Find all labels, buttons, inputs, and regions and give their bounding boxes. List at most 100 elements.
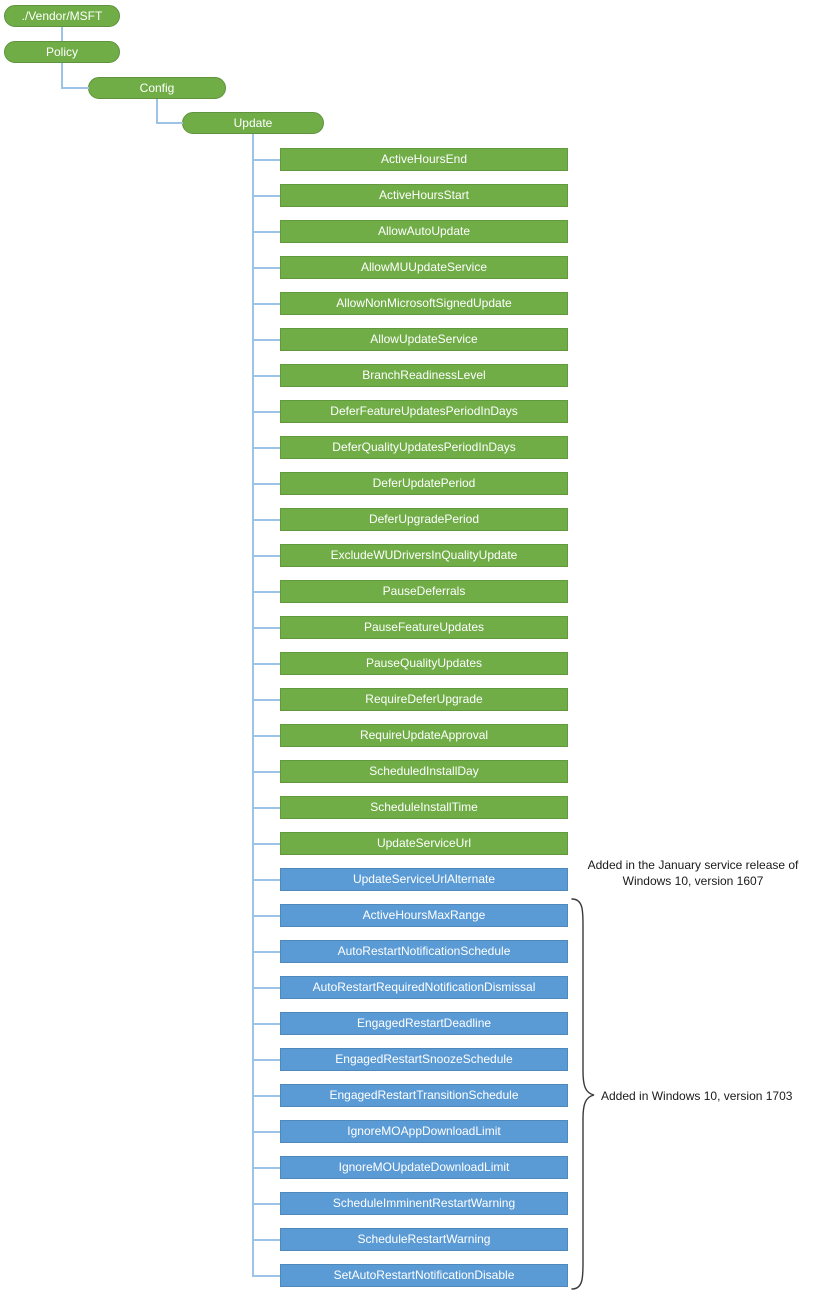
tree-node: RequireDeferUpgrade	[280, 688, 568, 711]
tree-node-row: ActiveHoursEnd	[252, 148, 568, 171]
connector-policy-config	[61, 87, 89, 89]
tree-node: ScheduledInstallDay	[280, 760, 568, 783]
annotation-1703: Added in Windows 10, version 1703	[601, 1089, 793, 1103]
tree-node-row: PauseDeferrals	[252, 580, 568, 603]
tree-node-row: EngagedRestartTransitionSchedule	[252, 1084, 568, 1107]
tree-node: AllowUpdateService	[280, 328, 568, 351]
tree-node: UpdateServiceUrlAlternate	[280, 868, 568, 891]
connector-stub	[252, 842, 280, 845]
connector-stub	[252, 266, 280, 269]
tree-node: PauseQualityUpdates	[280, 652, 568, 675]
tree-node-row: ExcludeWUDriversInQualityUpdate	[252, 544, 568, 567]
connector-stub	[252, 590, 280, 593]
connector-config-vertical	[156, 99, 158, 124]
tree-node: BranchReadinessLevel	[280, 364, 568, 387]
tree-node-row: AutoRestartNotificationSchedule	[252, 940, 568, 963]
tree-node: ActiveHoursMaxRange	[280, 904, 568, 927]
tree-node-row: RequireUpdateApproval	[252, 724, 568, 747]
leaf-column: ActiveHoursEnd ActiveHoursStart AllowAut…	[252, 148, 568, 1292]
tree-node: AutoRestartRequiredNotificationDismissal	[280, 976, 568, 999]
annotation-1607-line2: Windows 10, version 1607	[622, 874, 764, 888]
connector-vendor-policy	[61, 27, 63, 41]
tree-node-row: ScheduledInstallDay	[252, 760, 568, 783]
connector-stub	[252, 662, 280, 665]
tree-node-row: UpdateServiceUrlAlternate	[252, 868, 568, 891]
connector-stub	[252, 482, 280, 485]
tree-node: AllowNonMicrosoftSignedUpdate	[280, 292, 568, 315]
connector-stub	[252, 338, 280, 341]
connector-stub	[252, 374, 280, 377]
connector-stub	[252, 518, 280, 521]
node-config: Config	[88, 77, 226, 99]
tree-node: ActiveHoursEnd	[280, 148, 568, 171]
tree-node: ScheduleImminentRestartWarning	[280, 1192, 568, 1215]
tree-node-row: EngagedRestartSnoozeSchedule	[252, 1048, 568, 1071]
connector-stub	[252, 734, 280, 737]
tree-node: PauseFeatureUpdates	[280, 616, 568, 639]
connector-stub	[252, 950, 280, 953]
connector-stub	[252, 806, 280, 809]
connector-stub	[252, 1130, 280, 1133]
connector-stub	[252, 446, 280, 449]
tree-node-row: SetAutoRestartNotificationDisable	[252, 1264, 568, 1287]
connector-stub	[252, 1166, 280, 1169]
connector-stub	[252, 158, 280, 161]
connector-stub	[252, 878, 280, 881]
tree-node-row: DeferUpgradePeriod	[252, 508, 568, 531]
connector-stub	[252, 1274, 280, 1277]
tree-node: EngagedRestartSnoozeSchedule	[280, 1048, 568, 1071]
connector-stub	[252, 1202, 280, 1205]
tree-node: AllowAutoUpdate	[280, 220, 568, 243]
connector-trunk	[252, 134, 254, 1276]
connector-stub	[252, 1022, 280, 1025]
tree-node-row: DeferUpdatePeriod	[252, 472, 568, 495]
connector-stub	[252, 698, 280, 701]
annotation-1607: Added in the January service release of …	[573, 857, 813, 889]
tree-node-row: ActiveHoursMaxRange	[252, 904, 568, 927]
tree-node: ScheduleRestartWarning	[280, 1228, 568, 1251]
tree-node-row: EngagedRestartDeadline	[252, 1012, 568, 1035]
connector-stub	[252, 626, 280, 629]
tree-node: DeferFeatureUpdatesPeriodInDays	[280, 400, 568, 423]
connector-stub	[252, 1238, 280, 1241]
connector-stub	[252, 986, 280, 989]
tree-node: IgnoreMOUpdateDownloadLimit	[280, 1156, 568, 1179]
right-brace-icon	[571, 898, 595, 1290]
tree-node: DeferUpgradePeriod	[280, 508, 568, 531]
connector-stub	[252, 230, 280, 233]
tree-node-row: ScheduleImminentRestartWarning	[252, 1192, 568, 1215]
connector-policy-vertical	[61, 63, 63, 89]
tree-node: DeferUpdatePeriod	[280, 472, 568, 495]
tree-node-row: ScheduleRestartWarning	[252, 1228, 568, 1251]
tree-node: ActiveHoursStart	[280, 184, 568, 207]
tree-node-row: AllowMUUpdateService	[252, 256, 568, 279]
tree-node: AutoRestartNotificationSchedule	[280, 940, 568, 963]
tree-node-row: AllowAutoUpdate	[252, 220, 568, 243]
tree-node-row: ActiveHoursStart	[252, 184, 568, 207]
tree-node-row: AllowNonMicrosoftSignedUpdate	[252, 292, 568, 315]
tree-node-row: DeferQualityUpdatesPeriodInDays	[252, 436, 568, 459]
tree-node-row: IgnoreMOUpdateDownloadLimit	[252, 1156, 568, 1179]
tree-node-row: PauseFeatureUpdates	[252, 616, 568, 639]
tree-node: PauseDeferrals	[280, 580, 568, 603]
connector-stub	[252, 1058, 280, 1061]
tree-node: EngagedRestartTransitionSchedule	[280, 1084, 568, 1107]
connector-stub	[252, 302, 280, 305]
tree-node-row: UpdateServiceUrl	[252, 832, 568, 855]
connector-stub	[252, 410, 280, 413]
tree-node-row: RequireDeferUpgrade	[252, 688, 568, 711]
tree-node-row: PauseQualityUpdates	[252, 652, 568, 675]
connector-stub	[252, 554, 280, 557]
node-policy: Policy	[4, 41, 120, 63]
connector-config-update	[156, 122, 183, 124]
tree-node-row: DeferFeatureUpdatesPeriodInDays	[252, 400, 568, 423]
tree-node-row: AutoRestartRequiredNotificationDismissal	[252, 976, 568, 999]
connector-stub	[252, 194, 280, 197]
connector-stub	[252, 1094, 280, 1097]
tree-node: SetAutoRestartNotificationDisable	[280, 1264, 568, 1287]
connector-stub	[252, 770, 280, 773]
tree-node-row: ScheduleInstallTime	[252, 796, 568, 819]
tree-node: UpdateServiceUrl	[280, 832, 568, 855]
connector-stub	[252, 914, 280, 917]
